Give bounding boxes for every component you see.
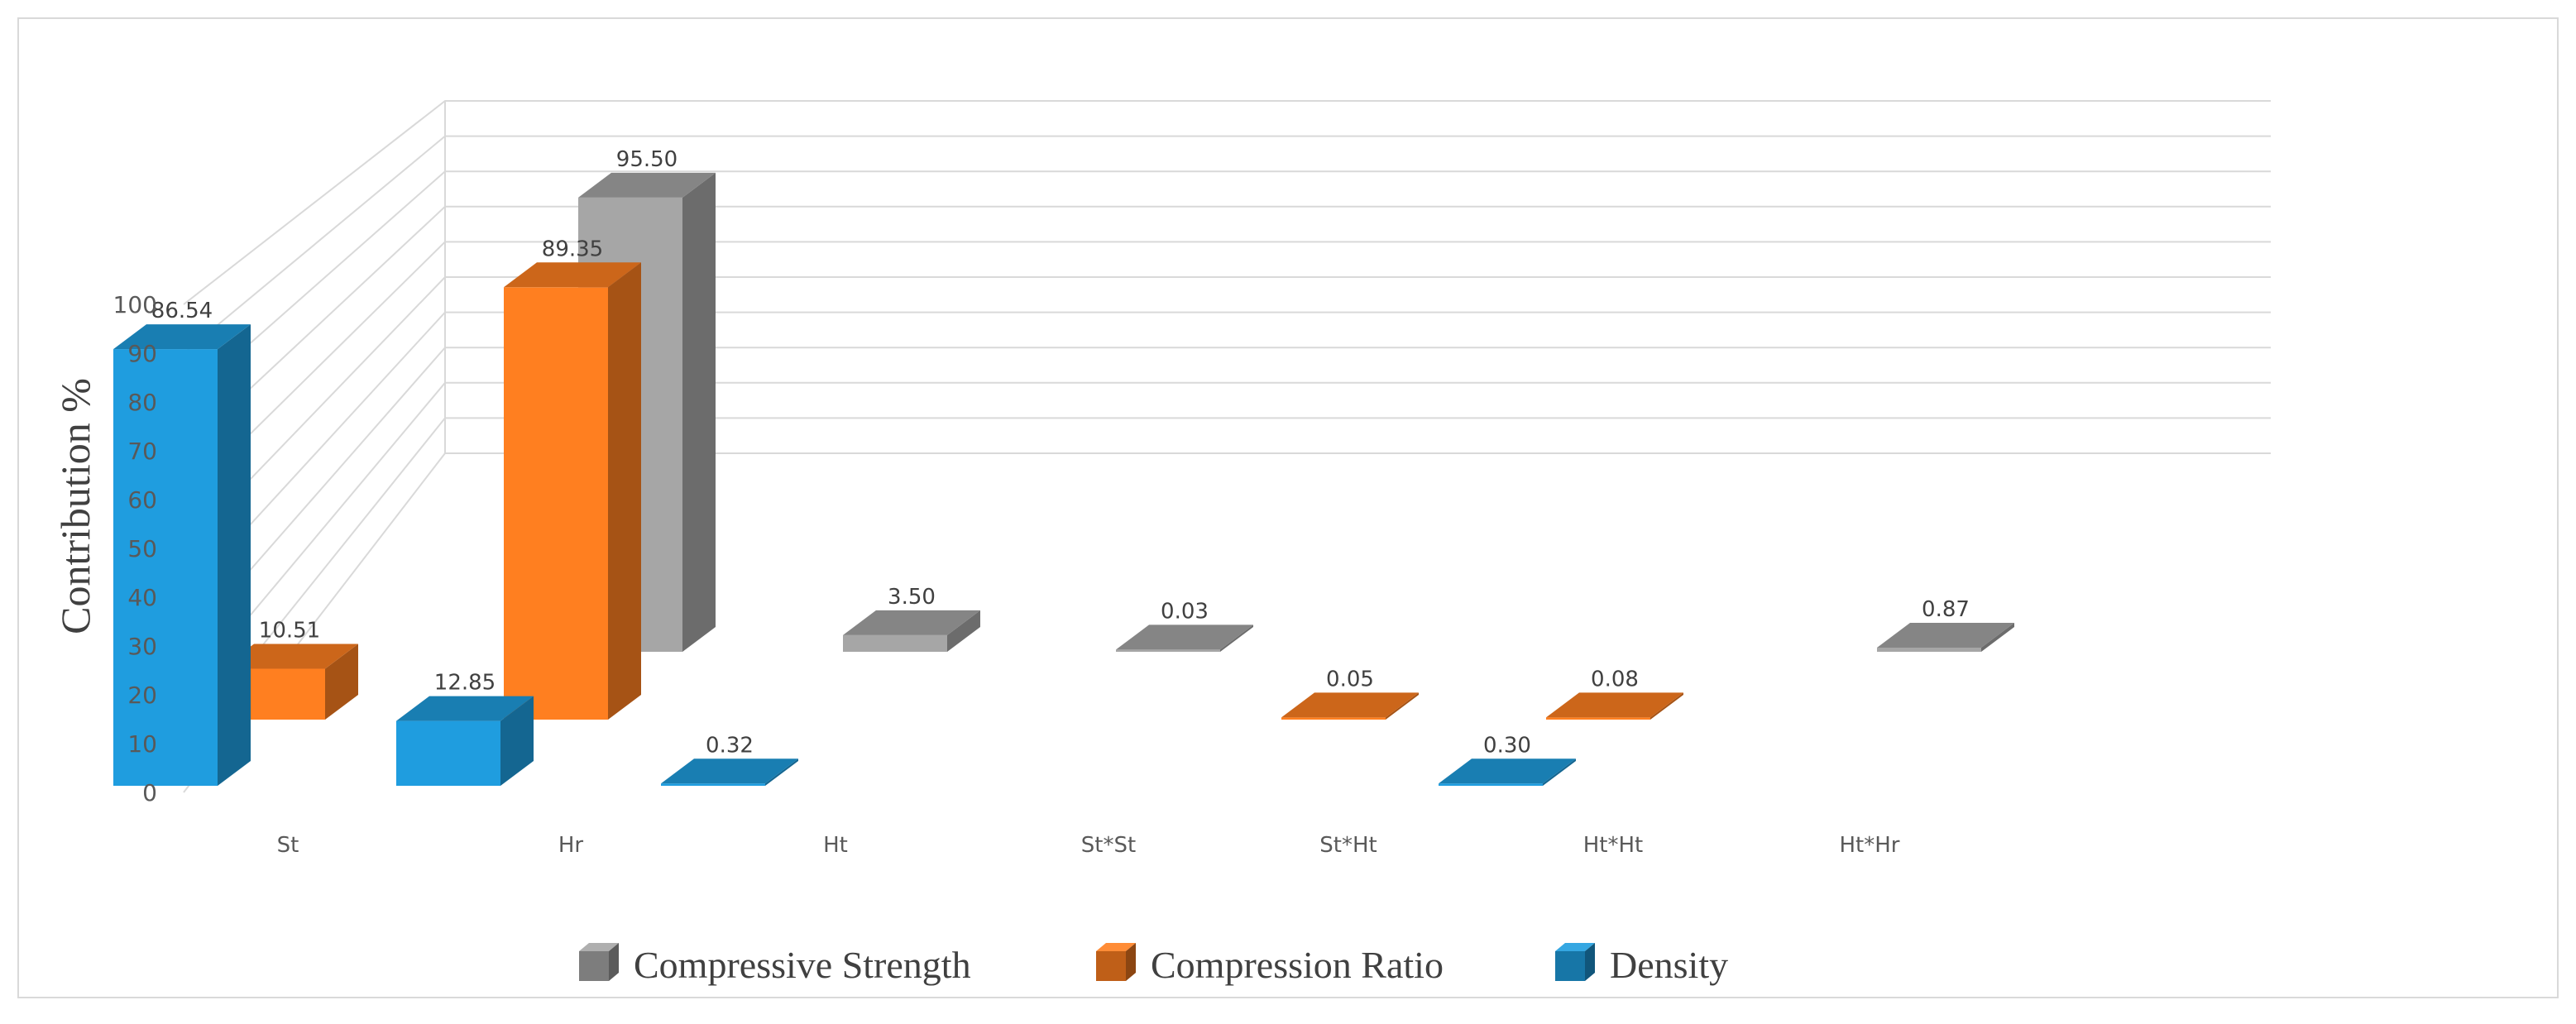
legend-swatch-side: [609, 943, 619, 981]
data-label: 86.54: [151, 299, 213, 323]
legend-label: Density: [1610, 944, 1728, 986]
bar-compression-ratio-htxht: [1546, 692, 1683, 720]
bar-side: [1220, 624, 1253, 652]
legend-swatch-top: [1096, 943, 1136, 951]
bar-top: [504, 262, 641, 288]
bar-side: [1981, 622, 2014, 652]
bar-side: [500, 696, 534, 786]
x-tick-label: Hr: [558, 833, 584, 858]
bar-compressive-strength-ht: [843, 610, 980, 652]
bar-side: [765, 758, 798, 786]
x-tick-label: Ht*Ht: [1583, 833, 1644, 858]
data-label: 0.03: [1161, 599, 1209, 624]
bar-compression-ratio-hr: [504, 262, 641, 720]
bar-top: [1877, 622, 2014, 648]
bar-side: [218, 324, 251, 787]
bar-front: [1116, 649, 1220, 652]
bar-top: [221, 644, 358, 669]
data-label: 0.05: [1326, 667, 1374, 691]
bar-top: [1439, 758, 1576, 784]
bar-front: [396, 720, 500, 786]
bar-top: [1546, 692, 1683, 718]
x-tick-label: St*St: [1081, 833, 1136, 858]
legend-swatch-side: [1585, 943, 1595, 981]
labels-layer: 95.50 3.50 0.03 0.87 10.51 89.35 0.05 0.08 86.54…: [151, 147, 1970, 758]
bar-front: [113, 349, 218, 787]
data-label: 0.30: [1483, 733, 1531, 758]
y-tick-label: 70: [127, 438, 157, 465]
bar-side: [608, 262, 641, 720]
bar-side: [947, 610, 980, 652]
y-tick-label: 30: [127, 633, 157, 660]
legend-swatch-side: [1126, 943, 1136, 981]
x-tick-label: St*Ht: [1319, 833, 1377, 858]
y-tick-label: 60: [127, 486, 157, 514]
y-tick-label: 20: [127, 682, 157, 709]
bar-top: [113, 324, 251, 350]
grid-layer: [183, 100, 2271, 793]
legend-item-compressive-strength: Compressive Strength: [579, 943, 971, 986]
data-label: 95.50: [616, 147, 678, 172]
bar-density-htxht: [1439, 758, 1576, 786]
legend-label: Compressive Strength: [634, 944, 971, 986]
legend-item-density: Density: [1555, 943, 1728, 986]
y-axis-title: Contribution %: [52, 378, 98, 634]
bar-front: [1439, 783, 1543, 786]
legend-label: Compression Ratio: [1151, 944, 1444, 986]
bars-layer: [113, 172, 2014, 787]
bar-front: [1877, 647, 1981, 652]
y-tick-label: 40: [127, 584, 157, 611]
data-label: 0.08: [1591, 667, 1639, 691]
y-tick-label: 80: [127, 389, 157, 416]
bar-compressive-strength-stxst: [1116, 624, 1253, 652]
data-label: 12.85: [434, 671, 496, 696]
bar-top: [843, 610, 980, 635]
legend-swatch-top: [1555, 943, 1595, 951]
y-tick-label: 90: [127, 340, 157, 367]
bar-front: [661, 783, 765, 786]
x-tick-label: St: [277, 833, 299, 858]
legend-swatch-top: [579, 943, 619, 951]
data-label: 3.50: [888, 585, 936, 610]
x-tick-label: Ht*Hr: [1840, 833, 1900, 858]
data-label: 10.51: [259, 619, 320, 644]
bar-compression-ratio-stxht: [1281, 692, 1419, 720]
legend-swatch-front: [1555, 951, 1585, 981]
chart-frame: [17, 17, 2559, 998]
bar-front: [1546, 717, 1650, 720]
bar-top: [661, 758, 798, 784]
data-label: 0.32: [706, 733, 754, 758]
y-tick-label: 10: [127, 730, 157, 758]
bar-side: [1543, 758, 1576, 786]
bar-front: [843, 634, 947, 652]
bar-density-hr: [396, 696, 534, 786]
y-tick-label: 50: [127, 535, 157, 562]
bar-top: [578, 172, 716, 198]
bar-side: [682, 172, 716, 652]
legend-swatch-front: [579, 951, 609, 981]
x-tick-label: Ht: [823, 833, 848, 858]
legend: Compressive Strength Compression Ratio Den…: [579, 943, 1728, 986]
bar-front: [1281, 717, 1386, 720]
bar-side: [1650, 692, 1683, 720]
bar-top: [396, 696, 534, 721]
bar-side: [1386, 692, 1419, 720]
bar-density-st: [113, 324, 251, 787]
legend-swatch-front: [1096, 951, 1126, 981]
bar-top: [1116, 624, 1253, 650]
data-label: 0.87: [1922, 597, 1970, 622]
bar-front: [504, 287, 608, 720]
y-tick-label: 0: [142, 779, 157, 806]
legend-item-compression-ratio: Compression Ratio: [1096, 943, 1444, 986]
bar-side: [325, 644, 358, 720]
data-label: 89.35: [542, 237, 603, 261]
bar-compressive-strength-htxhr: [1877, 622, 2014, 652]
bar-density-ht: [661, 758, 798, 786]
bar-top: [1281, 692, 1419, 718]
ticks-layer: 0 10 20 30 40 50 60 70 80 90 100 St Hr Ht St*St St*Ht Ht…: [113, 291, 1900, 858]
y-tick-label: 100: [113, 291, 157, 318]
